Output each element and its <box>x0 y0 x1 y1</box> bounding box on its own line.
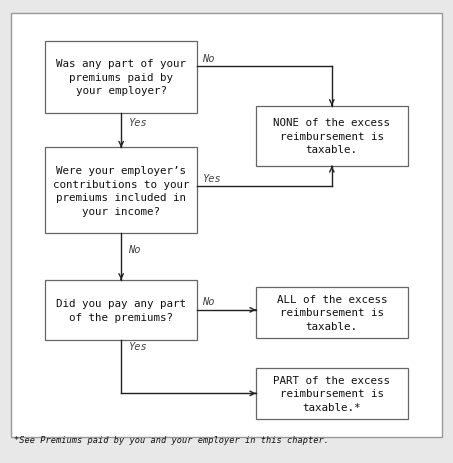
Text: *See Premiums paid by you and your employer in this chapter.: *See Premiums paid by you and your emplo… <box>14 436 328 444</box>
FancyBboxPatch shape <box>256 287 408 338</box>
FancyBboxPatch shape <box>45 148 197 234</box>
FancyBboxPatch shape <box>11 14 442 438</box>
FancyBboxPatch shape <box>256 368 408 419</box>
Text: Was any part of your
premiums paid by
your employer?: Was any part of your premiums paid by yo… <box>56 59 186 96</box>
FancyBboxPatch shape <box>45 42 197 113</box>
Text: Yes: Yes <box>202 174 220 184</box>
Text: Yes: Yes <box>128 342 147 351</box>
Text: No: No <box>202 297 214 307</box>
FancyBboxPatch shape <box>256 106 408 167</box>
Text: Did you pay any part
of the premiums?: Did you pay any part of the premiums? <box>56 299 186 322</box>
Text: NONE of the excess
reimbursement is
taxable.: NONE of the excess reimbursement is taxa… <box>273 118 390 155</box>
Text: ALL of the excess
reimbursement is
taxable.: ALL of the excess reimbursement is taxab… <box>277 294 387 331</box>
Text: No: No <box>128 244 140 254</box>
Text: Yes: Yes <box>128 118 147 128</box>
Text: Were your employer’s
contributions to your
premiums included in
your income?: Were your employer’s contributions to yo… <box>53 166 189 216</box>
FancyBboxPatch shape <box>45 280 197 340</box>
Text: PART of the excess
reimbursement is
taxable.*: PART of the excess reimbursement is taxa… <box>273 375 390 412</box>
Text: No: No <box>202 54 214 64</box>
